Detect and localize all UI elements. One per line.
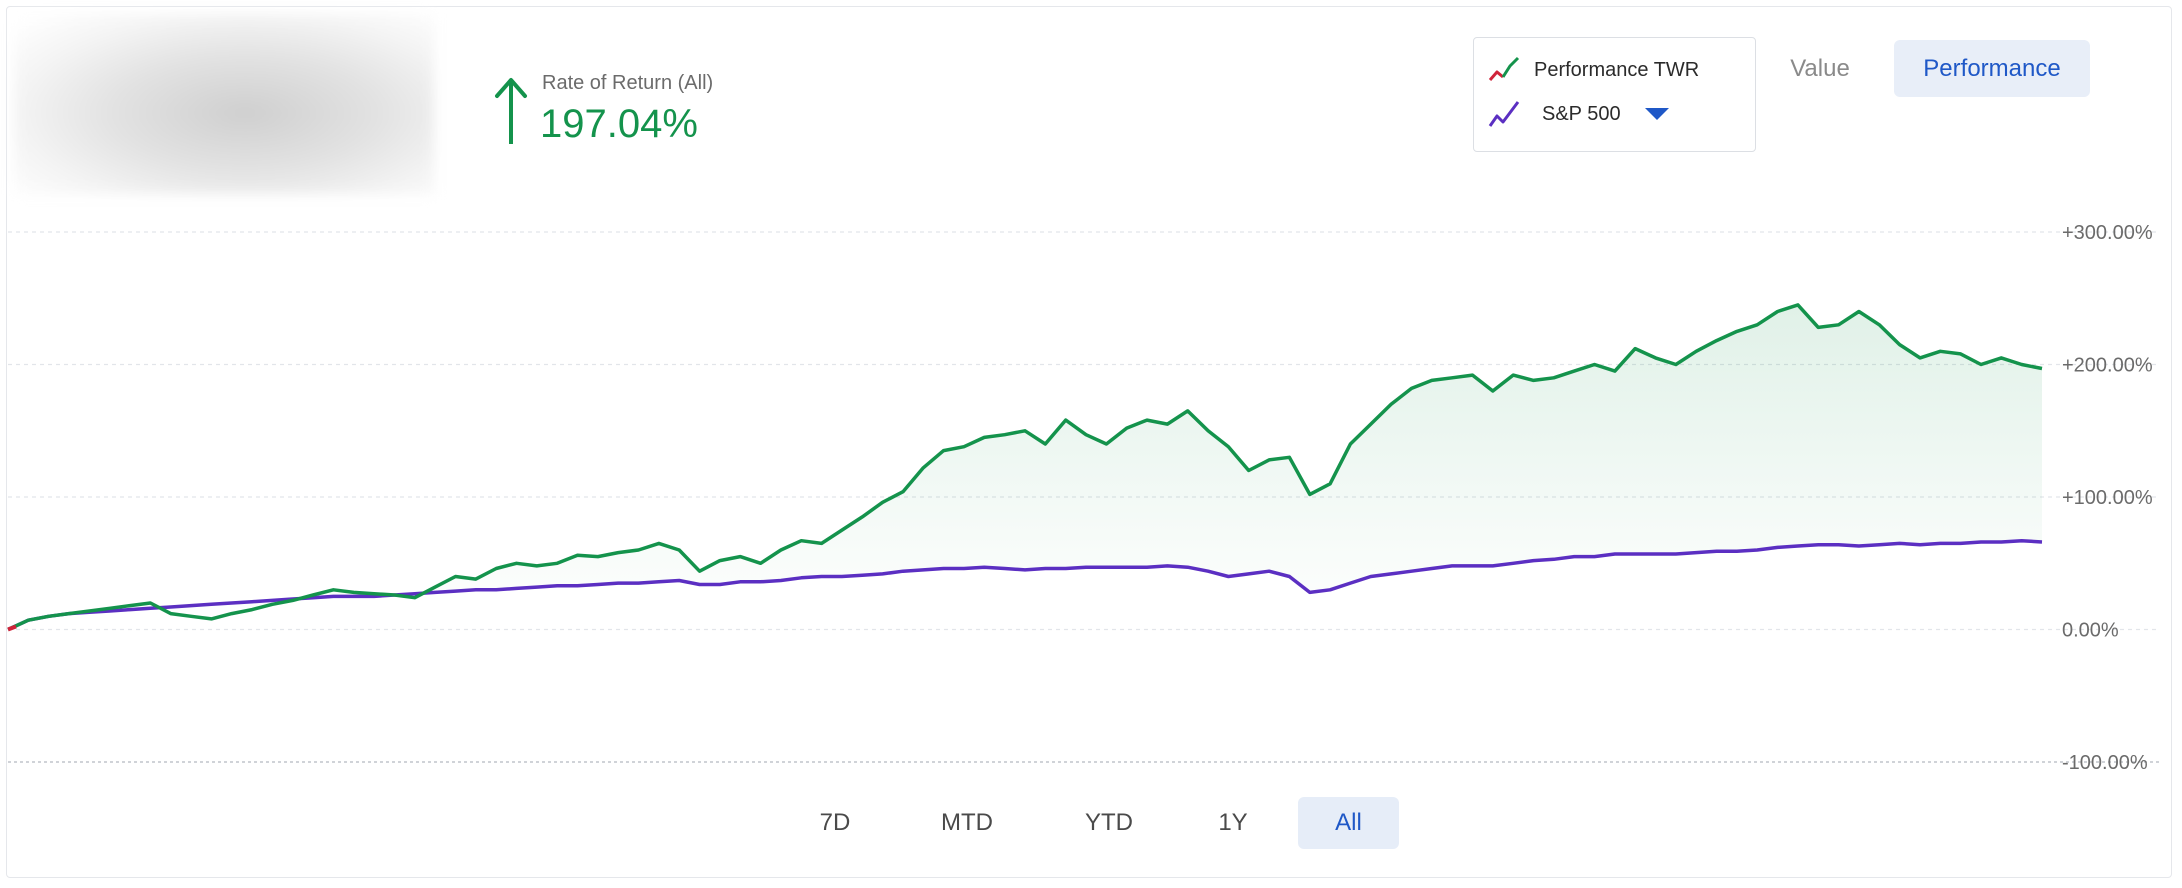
rate-of-return-value: 197.04% bbox=[540, 102, 698, 146]
performance-toggle-button[interactable]: Performance bbox=[1894, 40, 2090, 97]
series-start-marker bbox=[7, 624, 17, 632]
range-all-button[interactable]: All bbox=[1298, 797, 1399, 849]
legend-item-sp500[interactable]: S&P 500 bbox=[1488, 98, 1669, 130]
y-tick-label: -100.00% bbox=[2062, 752, 2148, 774]
performance-area-fill bbox=[8, 304, 2042, 630]
line-chart-icon bbox=[1488, 101, 1520, 127]
line-chart-icon bbox=[1488, 56, 1520, 81]
legend-label: Performance TWR bbox=[1534, 58, 1700, 81]
rate-of-return-label: Rate of Return (All) bbox=[542, 72, 714, 94]
chevron-down-icon[interactable] bbox=[1644, 108, 1669, 120]
y-tick-label: +100.00% bbox=[2062, 487, 2153, 509]
series-line-sp500 bbox=[7, 538, 2043, 632]
value-toggle-button[interactable]: Value bbox=[1790, 54, 1850, 82]
range-ytd-button[interactable]: YTD bbox=[1085, 809, 1133, 836]
chart-legend: Performance TWR S&P 500 bbox=[1473, 37, 1756, 152]
legend-label: S&P 500 bbox=[1542, 102, 1621, 125]
series-line-performance-twr bbox=[7, 303, 2043, 632]
range-7d-button[interactable]: 7D bbox=[819, 809, 851, 836]
range-mtd-button[interactable]: MTD bbox=[941, 809, 993, 836]
y-tick-label: +300.00% bbox=[2062, 222, 2153, 244]
range-1y-button[interactable]: 1Y bbox=[1218, 809, 1248, 836]
up-arrow-icon bbox=[495, 78, 527, 144]
y-tick-label: +200.00% bbox=[2062, 355, 2153, 377]
legend-item-performance-twr[interactable]: Performance TWR bbox=[1488, 54, 1699, 86]
y-tick-label: 0.00% bbox=[2062, 620, 2119, 642]
redacted-account-area bbox=[14, 14, 434, 194]
